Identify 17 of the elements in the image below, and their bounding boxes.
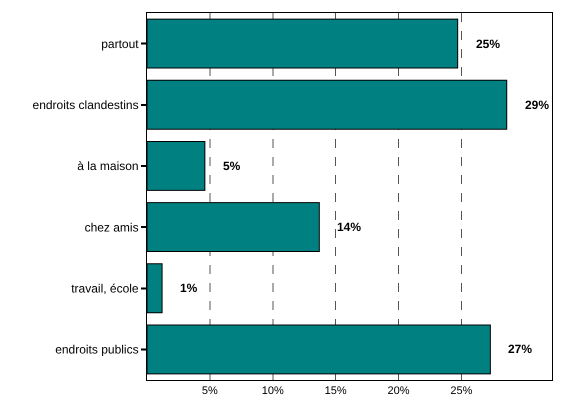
y-tick-label: chez amis — [84, 220, 139, 234]
data-label: 1% — [180, 281, 198, 295]
x-tick-label: 20% — [388, 385, 410, 398]
x-tick-label: 5% — [202, 385, 218, 398]
y-tick-label: endroits publics — [55, 342, 139, 357]
data-label: 27% — [508, 342, 532, 356]
x-tick-label: 15% — [324, 385, 347, 398]
data-label: 29% — [525, 98, 550, 112]
data-label: 5% — [223, 159, 241, 173]
y-tick-label: travail, école — [71, 281, 139, 296]
y-tick-label: partout — [101, 36, 140, 51]
data-label: 25% — [476, 37, 500, 51]
x-tick-label: 10% — [262, 385, 284, 398]
data-label: 14% — [337, 220, 362, 234]
x-tick-label: 25% — [450, 385, 473, 398]
y-tick-label: à la maison — [77, 159, 139, 174]
y-tick-label: endroits clandestins — [32, 98, 139, 112]
